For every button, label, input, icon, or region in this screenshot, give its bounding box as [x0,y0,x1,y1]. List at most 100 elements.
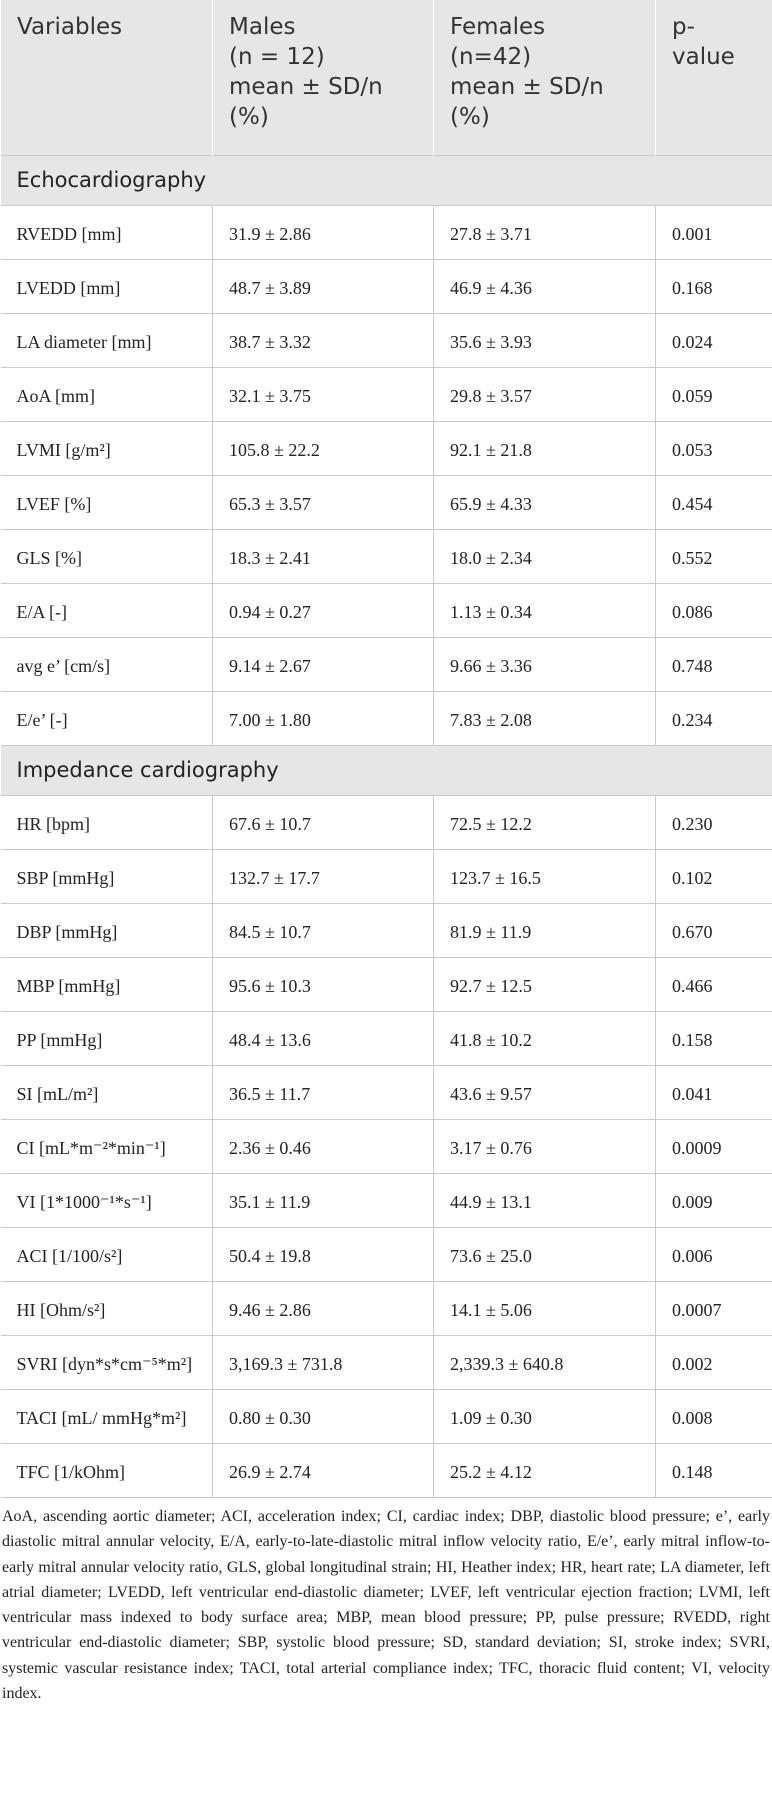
value-cell: 0.0009 [655,1119,772,1174]
value-cell: 84.5 ± 10.7 [212,903,434,958]
value-cell: 0.94 ± 0.27 [212,583,434,638]
header-cell: Variables [0,0,213,156]
data-row: PP [mmHg] 48.4 ± 13.6 41.8 ± 10.2 0.158 [0,1011,772,1066]
section-row: Impedance cardiography [0,745,772,796]
value-cell: 0.748 [655,637,772,692]
data-row: E/A [-] 0.94 ± 0.27 1.13 ± 0.34 0.086 [0,583,772,638]
value-cell: 29.8 ± 3.57 [433,367,656,422]
value-cell: 67.6 ± 10.7 [212,795,434,850]
section-row: Echocardiography [0,155,772,206]
variable-cell: ACI [1/100/s²] [0,1227,213,1282]
data-row: MBP [mmHg] 95.6 ± 10.3 92.7 ± 12.5 0.466 [0,957,772,1012]
value-cell: 0.0007 [655,1281,772,1336]
header-line: (n = 12) [229,44,325,70]
value-cell: 0.059 [655,367,772,422]
value-cell: 50.4 ± 19.8 [212,1227,434,1282]
value-cell: 2,339.3 ± 640.8 [433,1335,656,1390]
variable-cell: SI [mL/m²] [0,1065,213,1120]
value-cell: 0.053 [655,421,772,476]
value-cell: 0.670 [655,903,772,958]
value-cell: 2.36 ± 0.46 [212,1119,434,1174]
variable-cell: VI [1*1000⁻¹*s⁻¹] [0,1173,213,1228]
section-title: Impedance cardiography [0,745,772,796]
value-cell: 72.5 ± 12.2 [433,795,656,850]
value-cell: 0.148 [655,1443,772,1498]
value-cell: 1.13 ± 0.34 [433,583,656,638]
value-cell: 0.006 [655,1227,772,1282]
section-title: Echocardiography [0,155,772,206]
header-line: mean ± SD/n [450,74,604,100]
value-cell: 0.168 [655,259,772,314]
variable-cell: SVRI [dyn*s*cm⁻⁵*m²] [0,1335,213,1390]
value-cell: 3.17 ± 0.76 [433,1119,656,1174]
header-line: mean ± SD/n [229,74,383,100]
value-cell: 1.09 ± 0.30 [433,1389,656,1444]
value-cell: 14.1 ± 5.06 [433,1281,656,1336]
variable-cell: LA diameter [mm] [0,313,213,368]
variable-cell: LVEDD [mm] [0,259,213,314]
value-cell: 7.00 ± 1.80 [212,691,434,746]
value-cell: 0.009 [655,1173,772,1228]
value-cell: 9.14 ± 2.67 [212,637,434,692]
value-cell: 123.7 ± 16.5 [433,849,656,904]
value-cell: 7.83 ± 2.08 [433,691,656,746]
data-row: VI [1*1000⁻¹*s⁻¹] 35.1 ± 11.9 44.9 ± 13.1 0… [0,1173,772,1228]
variable-cell: SBP [mmHg] [0,849,213,904]
value-cell: 0.001 [655,205,772,260]
variable-cell: avg e’ [cm/s] [0,637,213,692]
value-cell: 0.466 [655,957,772,1012]
variable-cell: PP [mmHg] [0,1011,213,1066]
value-cell: 73.6 ± 25.0 [433,1227,656,1282]
value-cell: 0.454 [655,475,772,530]
value-cell: 0.102 [655,849,772,904]
value-cell: 0.086 [655,583,772,638]
value-cell: 105.8 ± 22.2 [212,421,434,476]
value-cell: 35.1 ± 11.9 [212,1173,434,1228]
header-line: (%) [450,104,490,130]
value-cell: 65.3 ± 3.57 [212,475,434,530]
value-cell: 0.008 [655,1389,772,1444]
data-row: SVRI [dyn*s*cm⁻⁵*m²] 3,169.3 ± 731.8 2,339… [0,1335,772,1390]
variable-cell: RVEDD [mm] [0,205,213,260]
data-row: LVEDD [mm] 48.7 ± 3.89 46.9 ± 4.36 0.168 [0,259,772,314]
value-cell: 31.9 ± 2.86 [212,205,434,260]
value-cell: 36.5 ± 11.7 [212,1065,434,1120]
data-row: HI [Ohm/s²] 9.46 ± 2.86 14.1 ± 5.06 0.0007 [0,1281,772,1336]
value-cell: 65.9 ± 4.33 [433,475,656,530]
data-row: DBP [mmHg] 84.5 ± 10.7 81.9 ± 11.9 0.670 [0,903,772,958]
data-row: E/e’ [-] 7.00 ± 1.80 7.83 ± 2.08 0.234 [0,691,772,746]
variable-cell: DBP [mmHg] [0,903,213,958]
value-cell: 92.7 ± 12.5 [433,957,656,1012]
header-line: Variables [17,14,123,40]
header-line: (n=42) [450,44,532,70]
value-cell: 35.6 ± 3.93 [433,313,656,368]
value-cell: 9.46 ± 2.86 [212,1281,434,1336]
header-cell: Males (n = 12) mean ± SD/n (%) [212,0,434,156]
header-cell: p-value [655,0,772,156]
value-cell: 0.230 [655,795,772,850]
value-cell: 27.8 ± 3.71 [433,205,656,260]
value-cell: 26.9 ± 2.74 [212,1443,434,1498]
value-cell: 0.158 [655,1011,772,1066]
value-cell: 0.234 [655,691,772,746]
data-row: GLS [%] 18.3 ± 2.41 18.0 ± 2.34 0.552 [0,529,772,584]
variable-cell: TFC [1/kOhm] [0,1443,213,1498]
variable-cell: CI [mL*m⁻²*min⁻¹] [0,1119,213,1174]
header-row: Variables Males (n = 12) mean ± SD/n (%) Fema… [0,0,772,156]
value-cell: 32.1 ± 3.75 [212,367,434,422]
value-cell: 18.3 ± 2.41 [212,529,434,584]
data-row: LVEF [%] 65.3 ± 3.57 65.9 ± 4.33 0.454 [0,475,772,530]
data-row: CI [mL*m⁻²*min⁻¹] 2.36 ± 0.46 3.17 ± 0.76 0… [0,1119,772,1174]
value-cell: 0.024 [655,313,772,368]
variable-cell: AoA [mm] [0,367,213,422]
value-cell: 44.9 ± 13.1 [433,1173,656,1228]
data-row: SI [mL/m²] 36.5 ± 11.7 43.6 ± 9.57 0.041 [0,1065,772,1120]
value-cell: 92.1 ± 21.8 [433,421,656,476]
header-line: Females [450,14,546,40]
header-line: p- [672,14,695,40]
data-row: TACI [mL/ mmHg*m²] 0.80 ± 0.30 1.09 ± 0.30… [0,1389,772,1444]
value-cell: 48.7 ± 3.89 [212,259,434,314]
value-cell: 18.0 ± 2.34 [433,529,656,584]
variable-cell: TACI [mL/ mmHg*m²] [0,1389,213,1444]
